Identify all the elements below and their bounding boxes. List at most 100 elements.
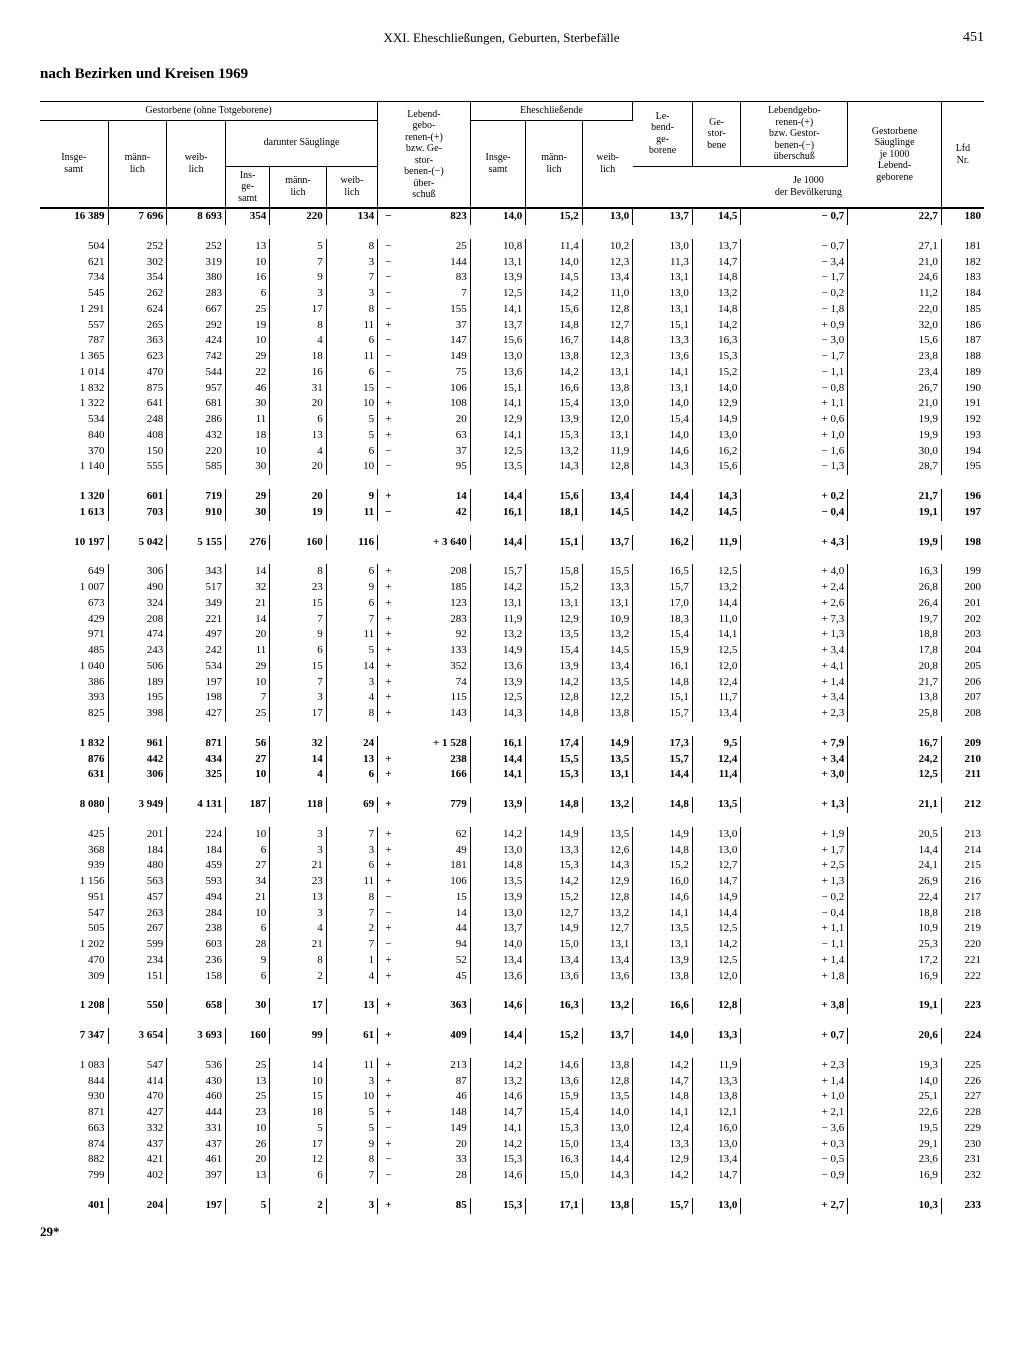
cell: + 2,4: [741, 580, 848, 596]
cell: 14,8: [526, 797, 583, 813]
cell: 19,9: [848, 428, 942, 444]
hdr-darunter: darunter Säuglinge: [226, 120, 378, 166]
cell: 24,6: [848, 270, 942, 286]
cell: 14,9: [692, 412, 741, 428]
cell: 13,2: [470, 627, 526, 643]
cell: 99: [270, 1028, 327, 1044]
cell: + 1,4: [741, 1074, 848, 1090]
cell: 7: [226, 690, 270, 706]
cell: 10 197: [40, 535, 108, 551]
cell: 17: [270, 302, 327, 318]
cell: 46: [226, 381, 270, 397]
cell: 24,1: [848, 858, 942, 874]
cell: 16,9: [848, 969, 942, 985]
cell: + 3 640: [396, 535, 471, 551]
cell: 14,3: [692, 489, 741, 505]
cell: 10: [326, 396, 377, 412]
cell: 13,6: [633, 349, 693, 365]
cell: 14,2: [633, 1168, 693, 1184]
cell: 197: [941, 505, 984, 521]
cell: 11,3: [633, 255, 693, 271]
cell: 6: [326, 858, 377, 874]
table-row: 16 3897 6968 693354220134−82314,015,213,…: [40, 209, 984, 225]
cell: 3: [326, 286, 377, 302]
cell: 28: [226, 937, 270, 953]
cell: 840: [40, 428, 108, 444]
cell: 15,6: [692, 459, 741, 475]
table-row: 6493063431486+20815,715,815,516,512,5+ 4…: [40, 564, 984, 580]
cell: − 0,4: [741, 505, 848, 521]
cell: 15,9: [633, 643, 693, 659]
cell: 13,4: [582, 1137, 632, 1153]
cell: 1 156: [40, 874, 108, 890]
cell: 15: [396, 890, 471, 906]
cell: 13,5: [692, 797, 741, 813]
cell: 363: [396, 998, 471, 1014]
cell: 12,5: [692, 564, 741, 580]
cell: 8: [326, 706, 377, 722]
cell: 15,3: [526, 858, 583, 874]
cell: 14,0: [633, 1028, 693, 1044]
cell: + 1,7: [741, 843, 848, 859]
cell: 13,6: [470, 659, 526, 675]
cell: 5: [270, 1121, 327, 1137]
cell: 5: [270, 239, 327, 255]
cell: +: [378, 596, 396, 612]
cell: 20,5: [848, 827, 942, 843]
cell: 83: [396, 270, 471, 286]
cell: +: [378, 412, 396, 428]
cell: 134: [326, 209, 377, 225]
cell: 14,8: [633, 797, 693, 813]
cell: 14,4: [470, 1028, 526, 1044]
cell: 3: [270, 286, 327, 302]
cell: 13,2: [526, 444, 583, 460]
cell: 437: [167, 1137, 226, 1153]
cell: 150: [108, 444, 167, 460]
cell: 118: [270, 797, 327, 813]
cell: 23: [270, 874, 327, 890]
cell: 30: [226, 396, 270, 412]
cell: 15,1: [633, 690, 693, 706]
cell: +: [378, 1137, 396, 1153]
cell: 25,1: [848, 1089, 942, 1105]
cell: 425: [40, 827, 108, 843]
cell: 13,4: [692, 1152, 741, 1168]
cell: + 2,3: [741, 1058, 848, 1074]
cell: 14,3: [526, 459, 583, 475]
cell: 13,5: [633, 921, 693, 937]
cell: 14,8: [633, 1089, 693, 1105]
cell: 14,4: [470, 752, 526, 768]
cell: 210: [941, 752, 984, 768]
table-row: [40, 783, 984, 797]
cell: 6: [326, 444, 377, 460]
table-row: 5342482861165+2012,913,912,015,414,9+ 0,…: [40, 412, 984, 428]
cell: 106: [396, 381, 471, 397]
cell: +: [378, 396, 396, 412]
table-row: 5042522521358−2510,811,410,213,013,7− 0,…: [40, 239, 984, 255]
cell: 490: [108, 580, 167, 596]
cell: 13,3: [633, 1137, 693, 1153]
cell: 11: [326, 505, 377, 521]
cell: 148: [396, 1105, 471, 1121]
table-row: [40, 722, 984, 736]
cell: 181: [396, 858, 471, 874]
table-row: 7343543801697−8313,914,513,413,114,8− 1,…: [40, 270, 984, 286]
cell: 9: [226, 953, 270, 969]
cell: 13,0: [692, 1198, 741, 1214]
cell: 95: [396, 459, 471, 475]
cell: 1 014: [40, 365, 108, 381]
cell: 12,2: [582, 690, 632, 706]
cell: + 7,9: [741, 736, 848, 752]
cell: +: [378, 1074, 396, 1090]
cell: 12,5: [692, 643, 741, 659]
cell: 13,2: [582, 906, 632, 922]
cell: 15,2: [526, 1028, 583, 1044]
cell: 742: [167, 349, 226, 365]
cell: 15,2: [526, 209, 583, 225]
cell: 563: [108, 874, 167, 890]
cell: 14,6: [633, 444, 693, 460]
cell: 13,0: [470, 906, 526, 922]
cell: 14,8: [692, 302, 741, 318]
table-row: 1 832961871563224 + 1 52816,117,414,917,…: [40, 736, 984, 752]
cell: 11,7: [692, 690, 741, 706]
